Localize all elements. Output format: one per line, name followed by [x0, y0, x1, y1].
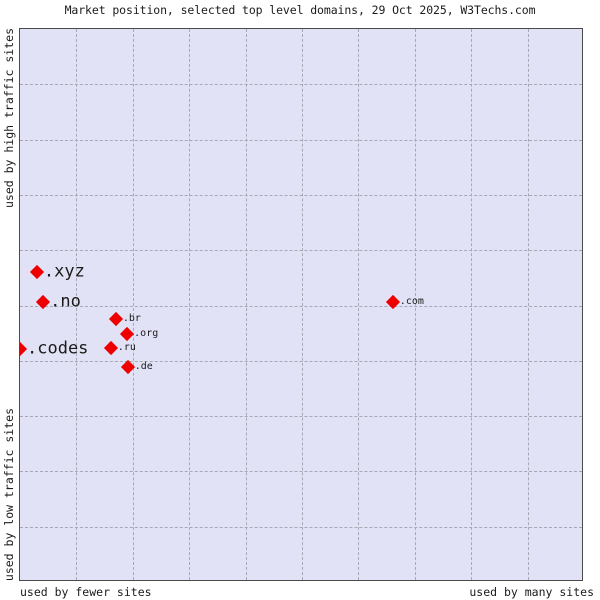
data-point-label: .no: [50, 291, 81, 312]
y-axis-label-bottom-text: used by low traffic sites: [2, 407, 16, 581]
plot-area: .xyz .no .codes .br .org .ru .de .com: [19, 28, 583, 581]
gridline-vertical: [76, 29, 78, 580]
gridline-vertical: [527, 29, 529, 580]
gridline-horizontal: [20, 194, 582, 196]
gridline-horizontal: [20, 360, 582, 362]
data-point-label: .xyz: [43, 261, 85, 282]
data-point-marker-icon: [29, 265, 44, 280]
gridline-horizontal: [20, 84, 582, 86]
data-point-label: .com: [399, 296, 424, 308]
y-axis-label-top-text: used by high traffic sites: [2, 28, 16, 209]
gridline-horizontal: [20, 250, 582, 252]
data-point-label: .br: [122, 312, 141, 324]
chart-title: Market position, selected top level doma…: [64, 3, 536, 17]
gridline-vertical: [245, 29, 247, 580]
data-point-marker-icon: [108, 311, 123, 326]
data-point-marker-icon: [385, 295, 400, 310]
gridline-horizontal: [20, 526, 582, 528]
data-point-marker-icon: [36, 295, 51, 310]
data-point-marker-icon: [103, 341, 118, 356]
x-axis-label-right: used by many sites: [469, 585, 594, 599]
data-point-label: .org: [134, 328, 159, 340]
y-axis-label-top: used by high traffic sites: [0, 28, 18, 288]
gridline-horizontal: [20, 305, 582, 307]
data-point-marker-icon: [20, 342, 28, 357]
gridline-vertical: [189, 29, 191, 580]
gridline-horizontal: [20, 416, 582, 418]
gridline-vertical: [132, 29, 134, 580]
gridline-vertical: [471, 29, 473, 580]
data-point-label: .de: [134, 360, 153, 372]
gridline-horizontal: [20, 471, 582, 473]
data-point-label: .ru: [117, 342, 136, 354]
y-axis-label-bottom: used by low traffic sites: [0, 360, 18, 581]
gridline-vertical: [414, 29, 416, 580]
gridline-horizontal: [20, 139, 582, 141]
gridline-vertical: [302, 29, 303, 580]
x-axis-label-left: used by fewer sites: [20, 585, 152, 599]
data-point-label: .codes: [27, 338, 89, 359]
gridline-vertical: [358, 29, 360, 580]
